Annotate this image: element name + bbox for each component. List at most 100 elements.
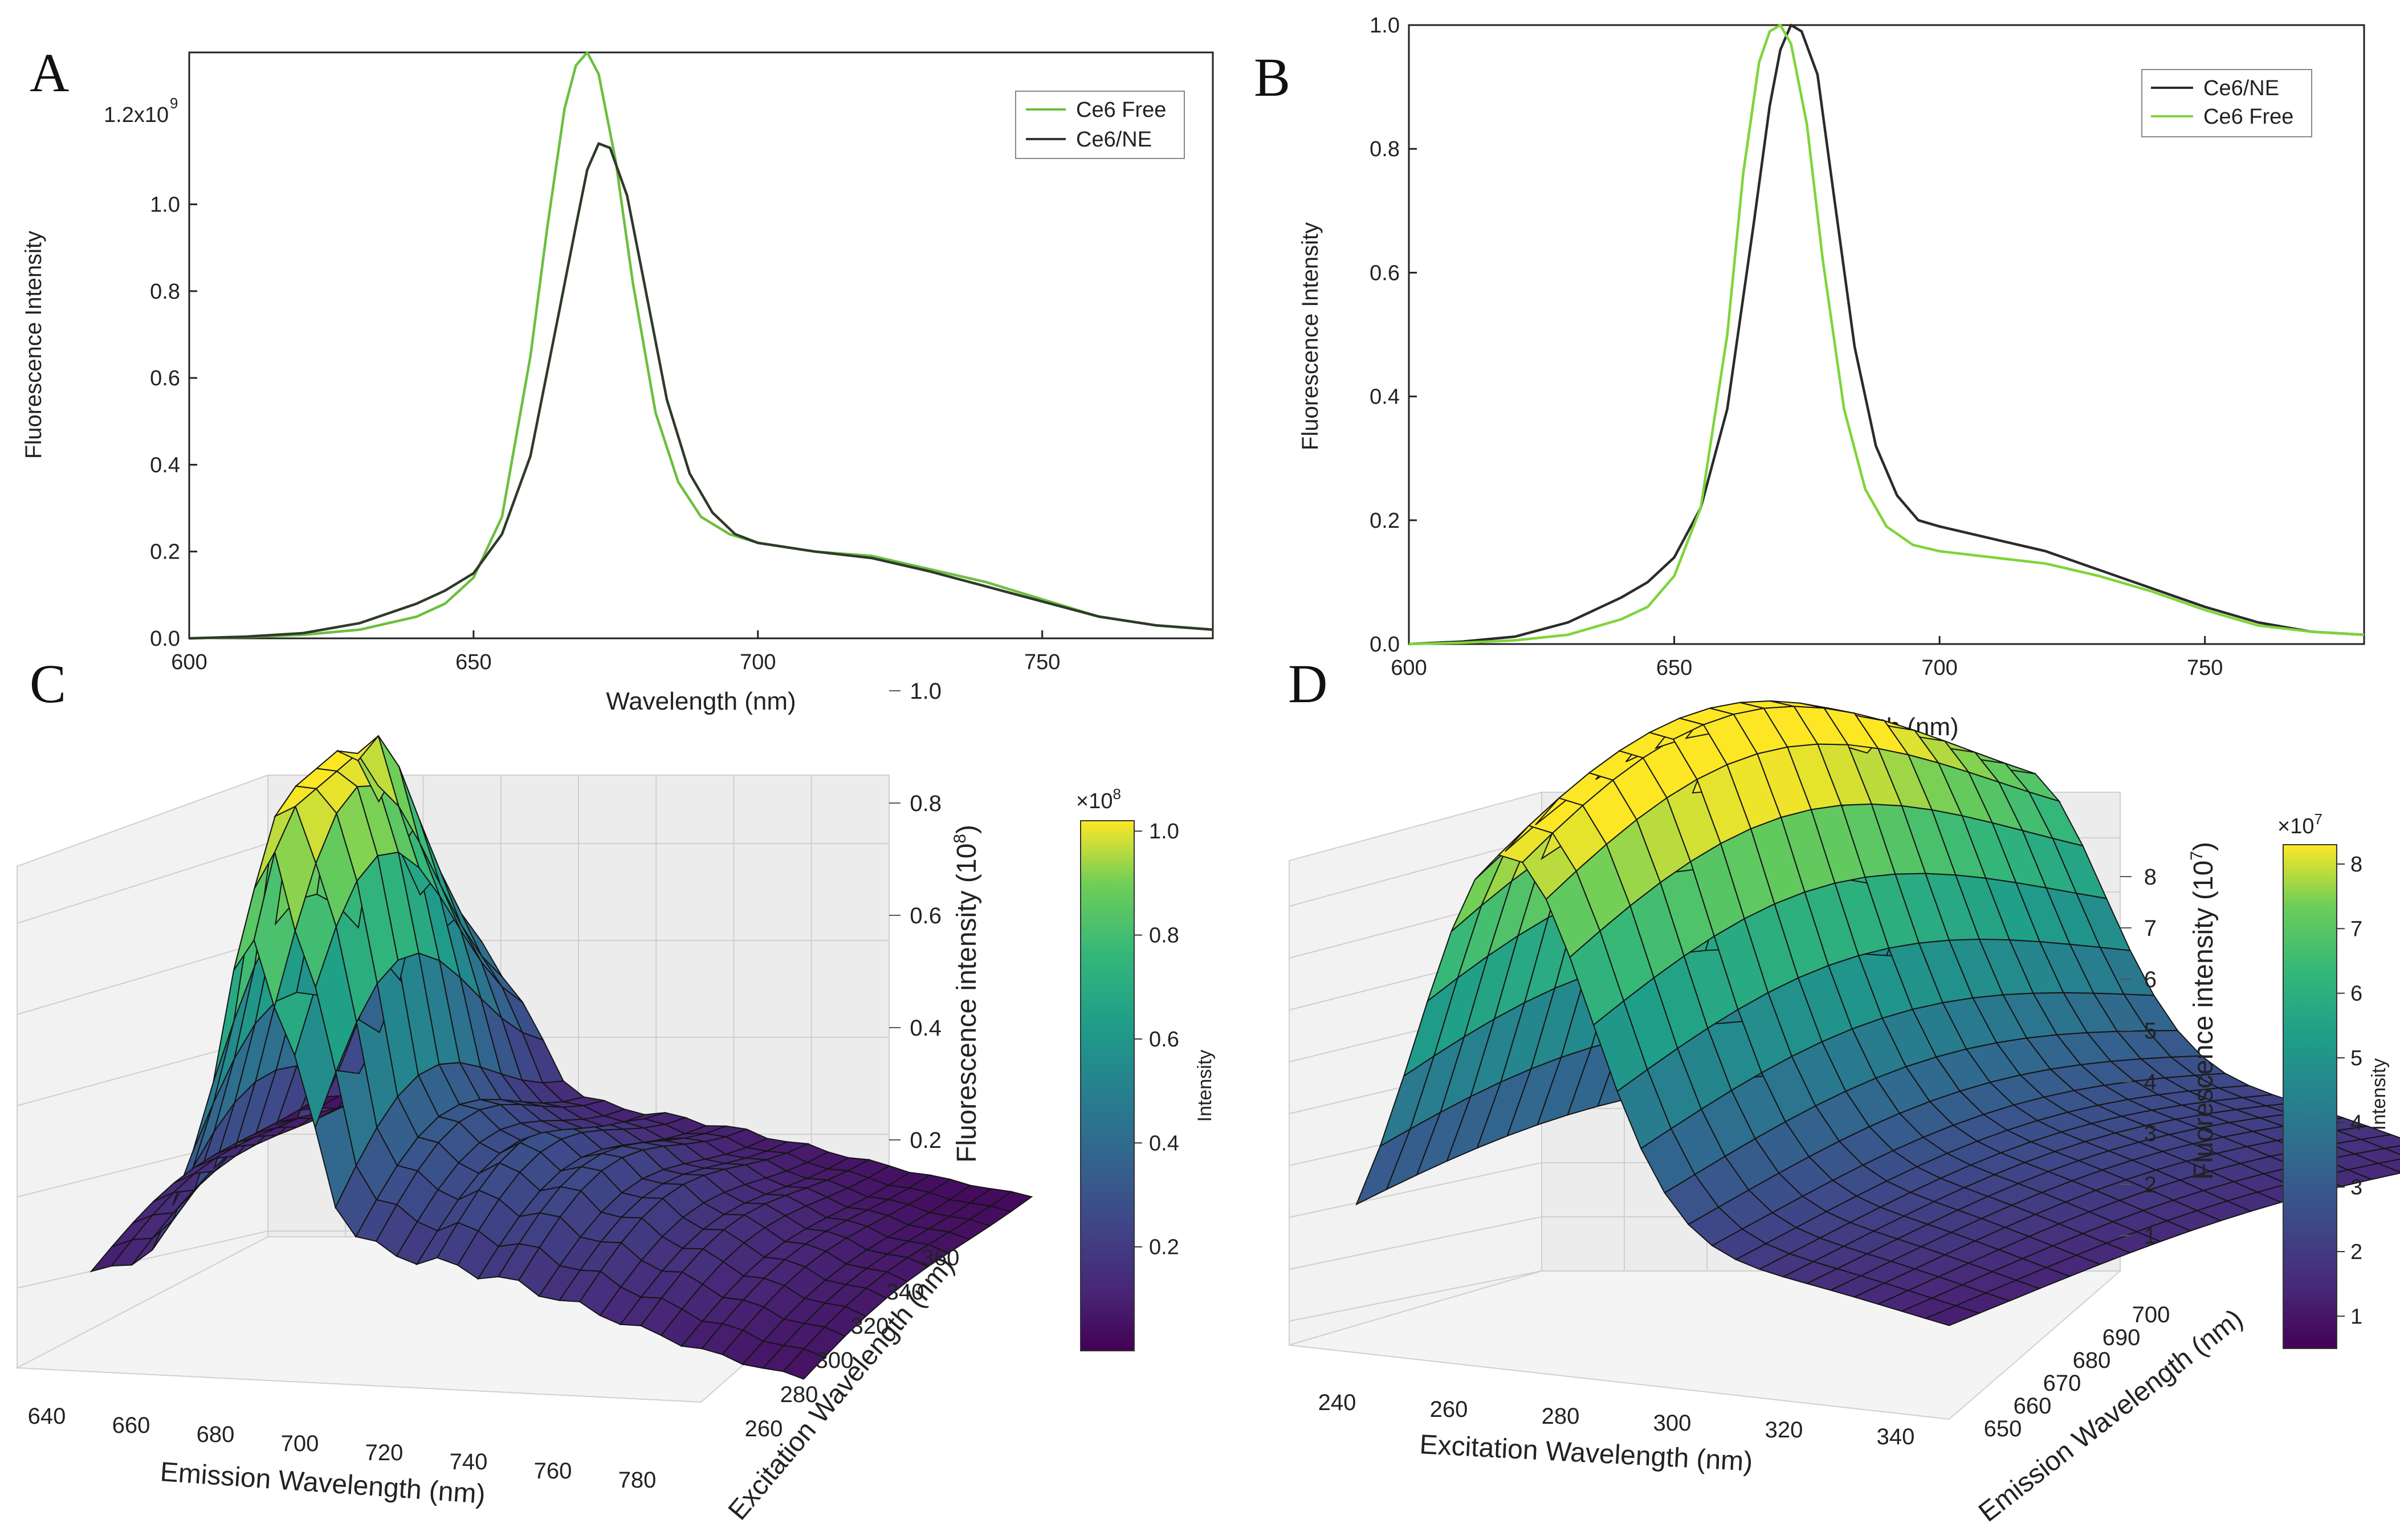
y-tick-label: 670	[2043, 1371, 2081, 1396]
x-tick-label: 700	[740, 650, 776, 674]
colorbar-label-d: Intensity	[2368, 1058, 2390, 1131]
x-tick-label: 760	[534, 1458, 572, 1484]
panel-letter-a: A	[30, 42, 69, 103]
series-line-ce6-free	[1408, 23, 2365, 646]
y-tick-label: 1.0	[150, 193, 180, 217]
z-axis-label-c: Fluorescence intensity (108)	[951, 825, 982, 1163]
colorbar-tick-label: 6	[2350, 982, 2362, 1006]
y-tick-label: 0.0	[1370, 633, 1400, 657]
x-tick-label: 750	[1024, 650, 1060, 674]
surface-patch	[1770, 700, 1824, 709]
z-axis-c: 0.2 0.4 0.6 0.8 1.0	[889, 679, 942, 1153]
colorbar-tick-label: 1	[2350, 1305, 2362, 1329]
y-tick-label: 650	[1984, 1416, 2022, 1441]
plot-frame-b	[1408, 24, 2365, 645]
x-axis-b: 600 650 700 750	[1391, 636, 2223, 680]
y-tick-label: 690	[2102, 1325, 2141, 1350]
y-tick-label: 680	[2073, 1348, 2111, 1373]
colorbar-tick-label: 5	[2350, 1046, 2362, 1070]
colorbar-tick-label: 2	[2350, 1240, 2362, 1264]
colorbar-exp-d: ×107	[2277, 810, 2322, 838]
series-line-ce6-ne	[1408, 23, 2365, 646]
z-tick-label: 0.6	[910, 903, 942, 928]
x-axis-d: 240 260 280 300 320 340	[1318, 1390, 1915, 1449]
x-axis-label-a: Wavelength (nm)	[606, 687, 796, 715]
panel-letter-d: D	[1288, 653, 1327, 714]
z-tick-label: 0.8	[910, 791, 942, 816]
z-axis-label-d-close: )	[2189, 842, 2219, 851]
grid-line	[1289, 1162, 1542, 1218]
series-b	[1408, 23, 2365, 646]
y-axis-a: 0.0 0.2 0.4 0.6 0.8 1.0	[150, 193, 197, 651]
y-tick-label: 660	[2014, 1394, 2052, 1419]
legend-label-b0: Ce6/NE	[2203, 76, 2279, 100]
z-tick-label: 0.4	[910, 1016, 942, 1041]
panel-letter-c: C	[30, 653, 66, 714]
series-a	[189, 51, 1213, 640]
x-tick-label: 600	[1391, 656, 1427, 680]
x-tick-label: 600	[171, 650, 207, 674]
y-tick-label: 0.8	[1370, 137, 1400, 161]
colorbar-tick-label: 0.4	[1149, 1131, 1179, 1155]
x-tick-label: 280	[1542, 1404, 1580, 1429]
z-tick-label: 2	[2144, 1172, 2157, 1197]
z-tick-label: 8	[2144, 865, 2157, 890]
colorbar-exp-c: ×108	[1076, 785, 1121, 813]
grid-line	[1289, 1270, 1542, 1322]
surface-patch	[642, 1112, 688, 1125]
y-axis-label-a: Fluorescence Intensity	[21, 231, 46, 459]
x-tick-label: 320	[1765, 1417, 1803, 1443]
legend-a: Ce6 Free Ce6/NE	[1015, 91, 1185, 159]
colorbar-tick-label: 7	[2350, 917, 2362, 941]
colorbar-label-c: Intensity	[1194, 1050, 1216, 1122]
colorbar-tick-label: 4	[2350, 1111, 2362, 1135]
z-axis-label-d-text: Fluorescence intensity (10	[2189, 861, 2219, 1180]
z-tick-label: 0.2	[910, 1128, 942, 1153]
y-tick-label: 360	[922, 1245, 960, 1270]
panel-b: B 0.0 0.2 0.4 0.6 0.8 1.0 600 650 700 750 Fluore…	[1254, 14, 2365, 741]
y-tick-label: 0.6	[150, 366, 180, 390]
grid-line	[17, 843, 268, 924]
legend-label-a1: Ce6/NE	[1076, 128, 1152, 152]
panel-letter-b: B	[1254, 47, 1290, 108]
x-axis-c: 640 660 680 700 720 740 760 780	[28, 1404, 657, 1493]
x-tick-label: 700	[1921, 656, 1957, 680]
panel-c: C 640 660 680 700 720 740 760 780 260 280 300 320 3…	[15, 653, 1216, 1526]
legend-label-b1: Ce6 Free	[2203, 105, 2293, 129]
x-tick-label: 780	[618, 1468, 657, 1493]
x-tick-label: 680	[197, 1422, 235, 1447]
y-tick-label: 1.0	[1370, 14, 1400, 38]
x-tick-label: 260	[1430, 1397, 1468, 1422]
colorbar-tick-label: 0.6	[1149, 1028, 1179, 1052]
y-tick-label: 0.2	[1370, 509, 1400, 533]
x-tick-label: 700	[281, 1431, 319, 1456]
surface-patch	[705, 1125, 747, 1138]
y-axis-b: 0.0 0.2 0.4 0.6 0.8 1.0	[1370, 14, 1417, 657]
z-axis-label-c-close: )	[952, 825, 982, 834]
z-tick-label: 4	[2144, 1070, 2157, 1095]
x-axis-a: 600 650 700 750	[171, 630, 1060, 674]
x-tick-label: 340	[1877, 1424, 1915, 1449]
x-tick-label: 300	[1653, 1411, 1692, 1436]
y-tick-label: 700	[2132, 1302, 2170, 1327]
panel-d: D 240 260 280 300 320 340 650660670680690700 …	[1288, 653, 2400, 1528]
grid-line	[1289, 1216, 1542, 1270]
colorbar-tick-label: 8	[2350, 853, 2362, 877]
colorbar-tick-label: 1.0	[1149, 820, 1179, 844]
y-tick-label: 300	[816, 1348, 854, 1373]
y-tick-label: 0.8	[150, 280, 180, 304]
plot-frame-a	[188, 51, 1214, 639]
x-tick-label: 750	[2187, 656, 2223, 680]
y-axis-label-b: Fluorescence Intensity	[1298, 222, 1323, 450]
colorbar-c: 0.2 0.4 0.6 0.8 1.0 ×108 Intensity	[1076, 785, 1216, 1351]
y-tick-label: 0.2	[150, 540, 180, 564]
series-line-ce6-ne	[189, 142, 1213, 640]
y-tick-top-a: 1.2x10	[104, 103, 169, 127]
z-axis-label-d-exp: 7	[2187, 851, 2206, 861]
z-tick-label: 3	[2144, 1121, 2157, 1146]
z-tick-label: 5	[2144, 1018, 2157, 1044]
y-axis-c: 260 280 300 320 340 360	[745, 1245, 960, 1441]
z-tick-label: 1.0	[910, 679, 942, 704]
